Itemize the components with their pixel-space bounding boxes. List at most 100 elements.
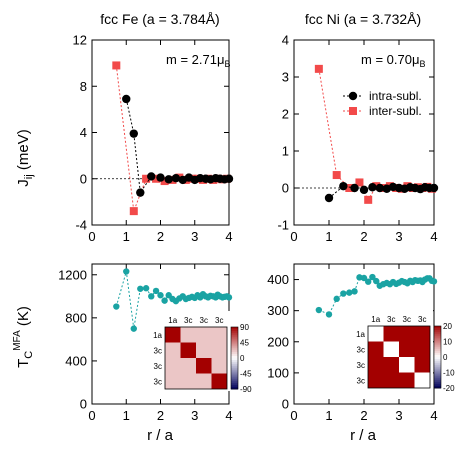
ni-tc-colorbar-segment	[434, 363, 441, 366]
fe-jij-ytick-label: 4	[80, 125, 87, 140]
ni-tc-xtick-label: 0	[290, 408, 297, 423]
ni-tc-xtick-label: 1	[325, 408, 332, 423]
ni-tc-ytick-label: 0	[282, 397, 289, 412]
ni-tc-colorbar-segment	[434, 336, 441, 339]
fe-tc-heatmap-cell	[180, 327, 196, 343]
ni-jij-xtick-label: 0	[290, 229, 297, 244]
ni-title: fcc Ni (a = 3.732Å)	[305, 11, 421, 27]
fe-tc-heatmap-cell	[211, 373, 227, 389]
fe-tc-heatmap-cell	[165, 358, 181, 374]
fe-tc-tc-point	[161, 297, 168, 304]
fe-tc-colorbar-segment	[231, 358, 238, 361]
ni-tc-heatmap-cell	[399, 357, 415, 373]
fe-tc-tc-point	[123, 268, 130, 275]
fe-tc-colorbar-tick-label: -90	[240, 385, 252, 394]
fe-tc-xtick-label: 4	[225, 408, 232, 423]
fe-tc-ytick-label: 800	[65, 310, 87, 325]
ni-tc-ytick-label: 200	[267, 334, 289, 349]
fe-tc-colorbar-segment	[231, 329, 238, 332]
ni-tc-heatmap-row-label: 1a	[356, 330, 365, 339]
ni-tc-heatmap-cell	[414, 372, 430, 388]
fe-tc-heatmap-cell	[180, 342, 196, 358]
fe-tc-ytick-label: 400	[65, 353, 87, 368]
ni-jij-inter-point	[332, 171, 341, 180]
ni-tc-colorbar-segment	[434, 367, 441, 370]
fe-tc-colorbar-segment	[231, 355, 238, 359]
ni-jij-intra-point	[368, 183, 377, 192]
ni-tc-tc-point	[369, 273, 376, 281]
ni-tc-colorbar-tick-label: 0	[443, 353, 448, 362]
ni-tc-heatmap-row-label: 3c	[357, 361, 365, 370]
ni-tc-xtick-label: 3	[395, 408, 402, 423]
ni-tc-heatmap-cell	[414, 357, 430, 373]
ni-jij-intra-point	[429, 183, 439, 193]
fe-tc-xtick-label: 2	[157, 408, 164, 423]
fe-tc-colorbar-segment	[231, 370, 238, 373]
fe-tc-inset: 1a 3c 3c 3c 1a 3c 3c 3c 90 45 0 -45 -90	[140, 311, 252, 394]
fe-tc-colorbar-segment	[231, 339, 238, 342]
fe-jij-inter-point	[160, 177, 169, 186]
ni-tc-colorbar-segment	[434, 342, 441, 346]
ni-jij-intra-point	[375, 183, 384, 193]
ni-tc-heatmap-cell	[399, 326, 415, 342]
ni-tc-ytick-label: 300	[267, 303, 289, 318]
ni-tc-heatmap-col-label: 3c	[403, 315, 411, 324]
ni-tc-tc-point	[346, 289, 353, 296]
fe-tc-heatmap-row-label: 3c	[154, 377, 162, 386]
ni-tc-colorbar-segment	[434, 348, 441, 352]
fe-tc-heatmap-frame	[164, 326, 228, 390]
ni-jij-inter-point	[355, 178, 364, 187]
ni-tc-tc-point	[351, 288, 358, 295]
ni-tc-colorbar-segment	[434, 344, 441, 348]
ni-jij-inter-point	[314, 64, 323, 73]
ni-tc-colorbar-segment	[434, 369, 441, 372]
fe-tc-colorbar-segment	[231, 335, 238, 338]
legend-inter-marker	[349, 107, 357, 115]
fe-tc-colorbar-segment	[231, 382, 238, 386]
legend-intra-marker	[348, 91, 358, 101]
ni-tc-colorbar-tick-label: -20	[443, 384, 455, 393]
ni-tc-colorbar-segment	[434, 334, 441, 337]
ni-jij-ytick-label: 1	[282, 144, 289, 159]
ni-x-axis-label: r / a	[350, 427, 376, 444]
fe-tc-colorbar-tick-label: 90	[240, 323, 249, 332]
fe-tc-colorbar-segment	[231, 347, 238, 351]
fe-jij-inter-point	[142, 174, 151, 183]
ni-tc-heatmap-col-label: 3c	[418, 315, 426, 324]
ni-tc-colorbar-segment	[434, 340, 441, 344]
ni-tc-colorbar-tick-label: 10	[443, 338, 452, 347]
ni-tc-colorbar-segment	[434, 377, 441, 381]
fe-tc-tc-point	[137, 285, 144, 292]
fe-tc-heatmap-col-label: 1a	[168, 316, 177, 325]
fe-jij-intra-point	[164, 175, 173, 184]
ni-tc-xtick-label: 4	[430, 408, 437, 423]
tc-axis-label: TCMFA (K)	[12, 306, 35, 368]
ni-tc-heatmap-cell	[383, 326, 399, 342]
ni-tc-heatmap-col-label: 1a	[371, 315, 380, 324]
ni-jij-intra-point	[339, 181, 348, 191]
fe-tc-colorbar-segment	[231, 386, 238, 390]
ni-tc-heatmap-cell	[383, 372, 399, 388]
jij-axis-label: Jij (meV)	[15, 129, 35, 186]
ni-tc-panel: 0 1 2 3 4 0 100 200 300 400	[267, 263, 438, 423]
ni-tc-tc-point	[315, 306, 323, 314]
ni-tc-colorbar-tick-label: -10	[443, 369, 455, 378]
fe-tc-heatmap-col-label: 3c	[200, 316, 208, 325]
fe-tc-tc-point	[152, 287, 160, 295]
fe-tc-colorbar-frame	[230, 326, 239, 390]
fe-jij-intra-point	[156, 173, 165, 182]
ni-tc-heatmap-cell	[399, 341, 415, 357]
fe-tc-colorbar-segment	[231, 384, 238, 388]
fe-tc-colorbar-segment	[231, 333, 238, 336]
fe-tc-heatmap-cell	[165, 373, 181, 389]
ni-tc-heatmap-cell	[368, 372, 384, 388]
ni-tc-heatmap-cell	[368, 326, 384, 342]
ni-tc-colorbar-segment	[434, 383, 441, 387]
fe-jij-intra-point	[224, 174, 234, 183]
fe-tc-colorbar-segment	[231, 376, 238, 380]
fe-tc-heatmap-cell	[211, 342, 227, 358]
ni-tc-heatmap-cell	[414, 341, 430, 357]
fe-tc-heatmap-cell	[196, 327, 212, 343]
fe-tc-heatmap-cell	[211, 327, 227, 343]
